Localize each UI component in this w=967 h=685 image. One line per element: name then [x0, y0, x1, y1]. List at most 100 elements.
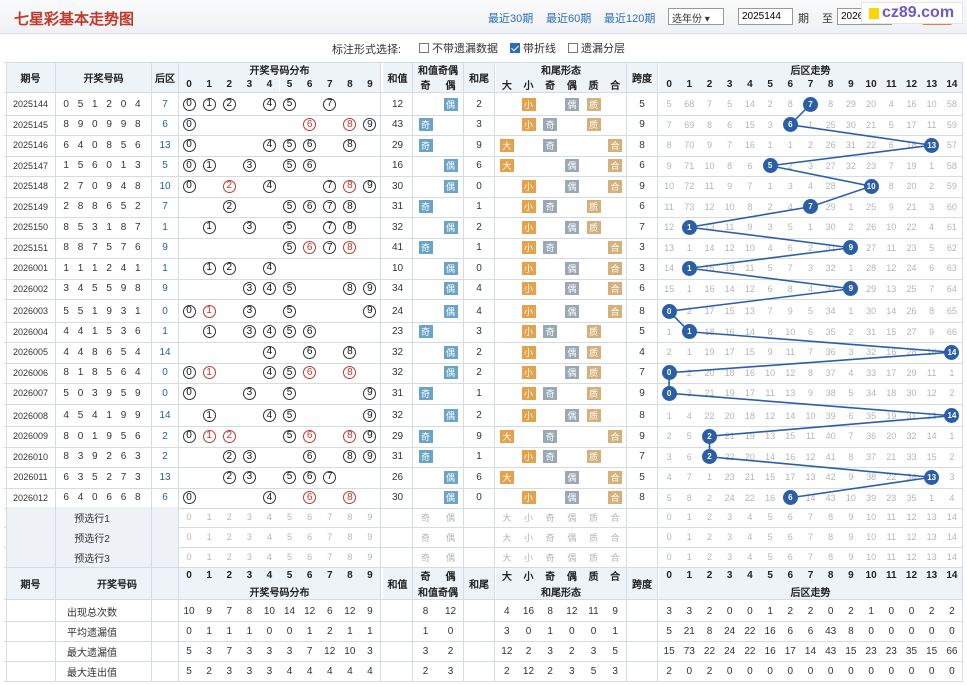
preview-digit[interactable]: 0: [186, 512, 192, 522]
preview-back-digit[interactable]: 13: [926, 532, 937, 542]
preview-digit[interactable]: 7: [327, 512, 333, 522]
link-recent-60[interactable]: 最近60期: [546, 13, 592, 25]
preview-odd[interactable]: 奇: [420, 532, 430, 543]
preview-digit[interactable]: 5: [287, 512, 293, 522]
preview-digit[interactable]: 6: [307, 512, 313, 522]
preview-back-digit[interactable]: 9: [848, 532, 854, 542]
preview-digit[interactable]: 9: [367, 512, 373, 522]
preview-back-digit[interactable]: 0: [666, 512, 672, 522]
preview-back-digit[interactable]: 6: [787, 512, 793, 522]
preview-back-digit[interactable]: 3: [727, 512, 733, 522]
preview-shape[interactable]: 奇: [545, 552, 555, 563]
preview-digit[interactable]: 3: [246, 552, 252, 562]
preview-back-digit[interactable]: 8: [828, 552, 834, 562]
preview-back-digit[interactable]: 10: [866, 552, 877, 562]
preview-shape[interactable]: 大: [502, 552, 512, 563]
preview-digit[interactable]: 2: [226, 512, 232, 522]
checkbox-layer[interactable]: [568, 43, 578, 53]
preview-digit[interactable]: 9: [367, 532, 373, 542]
preview-back-digit[interactable]: 11: [886, 512, 896, 522]
preview-digit[interactable]: 8: [347, 552, 353, 562]
preview-back-digit[interactable]: 5: [767, 512, 773, 522]
preview-back-digit[interactable]: 14: [946, 532, 957, 542]
preview-back-digit[interactable]: 14: [946, 512, 957, 522]
preview-back-digit[interactable]: 0: [666, 532, 672, 542]
preview-back-digit[interactable]: 11: [886, 552, 896, 562]
preview-digit[interactable]: 4: [266, 532, 272, 542]
option-no-miss[interactable]: 不带遗漏数据: [419, 40, 498, 56]
preview-shape[interactable]: 奇: [545, 532, 555, 543]
preview-digit[interactable]: 3: [246, 532, 252, 542]
preview-shape[interactable]: 偶: [567, 512, 577, 523]
preview-shape[interactable]: 大: [502, 512, 512, 523]
preview-shape[interactable]: 质: [588, 532, 598, 543]
preview-even[interactable]: 偶: [445, 512, 455, 523]
year-select[interactable]: 选年份 ▾: [668, 8, 724, 25]
preview-shape[interactable]: 奇: [545, 512, 555, 523]
preview-digit[interactable]: 1: [206, 532, 212, 542]
checkbox-line[interactable]: [510, 43, 520, 53]
preview-back-digit[interactable]: 3: [727, 552, 733, 562]
preview-shape[interactable]: 偶: [567, 552, 577, 563]
preview-digit[interactable]: 2: [226, 532, 232, 542]
preview-digit[interactable]: 6: [307, 552, 313, 562]
preview-back-digit[interactable]: 12: [906, 512, 917, 522]
preview-digit[interactable]: 9: [367, 552, 373, 562]
preview-back-digit[interactable]: 7: [807, 532, 813, 542]
preview-even[interactable]: 偶: [445, 532, 455, 543]
preview-shape[interactable]: 质: [588, 552, 598, 563]
preview-back-digit[interactable]: 12: [906, 552, 917, 562]
preview-back-digit[interactable]: 6: [787, 552, 793, 562]
preview-digit[interactable]: 1: [206, 512, 212, 522]
preview-back-digit[interactable]: 8: [828, 512, 834, 522]
preview-back-digit[interactable]: 2: [706, 512, 712, 522]
preview-back-digit[interactable]: 6: [787, 532, 793, 542]
preview-digit[interactable]: 3: [246, 512, 252, 522]
preview-digit[interactable]: 7: [327, 552, 333, 562]
preview-back-digit[interactable]: 5: [767, 532, 773, 542]
preview-back-digit[interactable]: 4: [747, 512, 753, 522]
preview-shape[interactable]: 偶: [567, 532, 577, 543]
preview-shape[interactable]: 合: [610, 512, 620, 523]
preview-digit[interactable]: 4: [266, 512, 272, 522]
preview-digit[interactable]: 5: [287, 532, 293, 542]
preview-shape[interactable]: 合: [610, 532, 620, 543]
preview-odd[interactable]: 奇: [420, 552, 430, 563]
checkbox-no-miss[interactable]: [419, 43, 429, 53]
preview-shape[interactable]: 大: [502, 532, 512, 543]
preview-back-digit[interactable]: 0: [666, 552, 672, 562]
preview-back-digit[interactable]: 1: [686, 552, 692, 562]
preview-back-digit[interactable]: 4: [747, 532, 753, 542]
preview-back-digit[interactable]: 12: [906, 532, 917, 542]
preview-back-digit[interactable]: 1: [686, 532, 692, 542]
preview-back-digit[interactable]: 9: [848, 552, 854, 562]
preview-shape[interactable]: 小: [523, 532, 533, 543]
preview-even[interactable]: 偶: [445, 552, 455, 563]
preview-back-digit[interactable]: 8: [828, 532, 834, 542]
from-period-input[interactable]: [738, 8, 793, 25]
option-line[interactable]: 带折线: [510, 40, 556, 56]
preview-back-digit[interactable]: 13: [926, 552, 937, 562]
preview-digit[interactable]: 2: [226, 552, 232, 562]
link-recent-30[interactable]: 最近30期: [488, 13, 534, 25]
preview-back-digit[interactable]: 13: [926, 512, 937, 522]
preview-digit[interactable]: 8: [347, 512, 353, 522]
preview-digit[interactable]: 6: [307, 532, 313, 542]
preview-back-digit[interactable]: 1: [686, 512, 692, 522]
preview-digit[interactable]: 0: [186, 552, 192, 562]
preview-digit[interactable]: 4: [266, 552, 272, 562]
preview-back-digit[interactable]: 10: [866, 532, 877, 542]
preview-back-digit[interactable]: 2: [706, 552, 712, 562]
preview-back-digit[interactable]: 7: [807, 512, 813, 522]
preview-shape[interactable]: 小: [523, 552, 533, 563]
preview-back-digit[interactable]: 2: [706, 532, 712, 542]
preview-back-digit[interactable]: 4: [747, 552, 753, 562]
preview-shape[interactable]: 小: [523, 512, 533, 523]
preview-odd[interactable]: 奇: [420, 512, 430, 523]
preview-back-digit[interactable]: 5: [767, 552, 773, 562]
option-layer[interactable]: 遗漏分层: [568, 40, 625, 56]
preview-digit[interactable]: 7: [327, 532, 333, 542]
preview-shape[interactable]: 合: [610, 552, 620, 563]
preview-shape[interactable]: 质: [588, 512, 598, 523]
preview-digit[interactable]: 8: [347, 532, 353, 542]
